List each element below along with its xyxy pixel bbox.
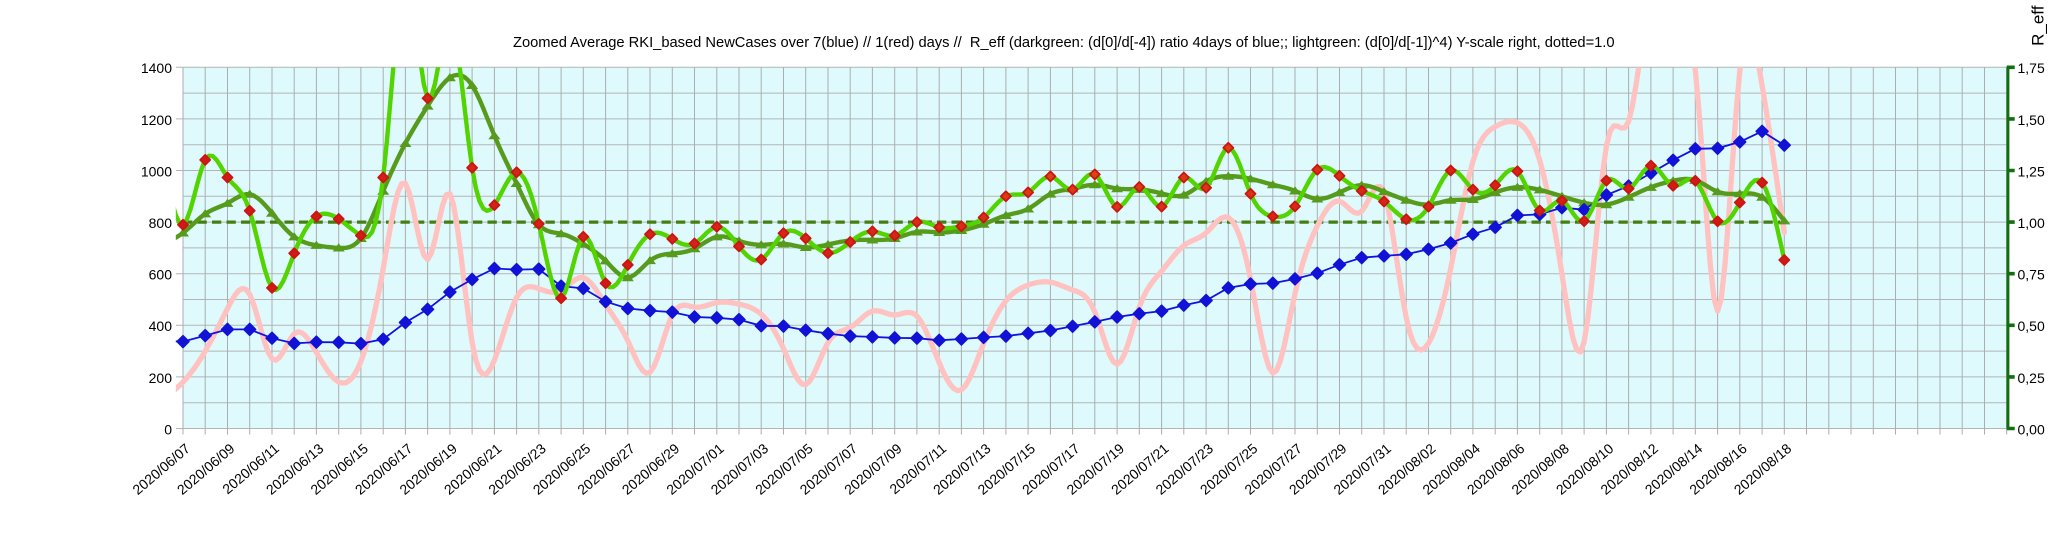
svg-text:600: 600: [149, 267, 173, 283]
svg-text:800: 800: [149, 215, 173, 231]
svg-text:1000: 1000: [141, 163, 172, 179]
svg-text:1400: 1400: [141, 60, 172, 76]
svg-text:1,75: 1,75: [2018, 60, 2045, 76]
svg-text:0: 0: [164, 421, 172, 437]
svg-text:1,25: 1,25: [2018, 163, 2045, 179]
svg-text:200: 200: [149, 370, 173, 386]
svg-text:0,75: 0,75: [2018, 267, 2045, 283]
svg-text:0,00: 0,00: [2018, 421, 2045, 437]
svg-text:1200: 1200: [141, 112, 172, 128]
svg-text:0,50: 0,50: [2018, 318, 2045, 334]
svg-text:R_eff: R_eff: [2029, 5, 2048, 46]
svg-text:400: 400: [149, 318, 173, 334]
svg-text:0,25: 0,25: [2018, 370, 2045, 386]
svg-text:1,00: 1,00: [2018, 215, 2045, 231]
svg-text:Zoomed Average RKI_based NewCa: Zoomed Average RKI_based NewCases over 7…: [513, 35, 1615, 51]
svg-text:1,50: 1,50: [2018, 112, 2045, 128]
